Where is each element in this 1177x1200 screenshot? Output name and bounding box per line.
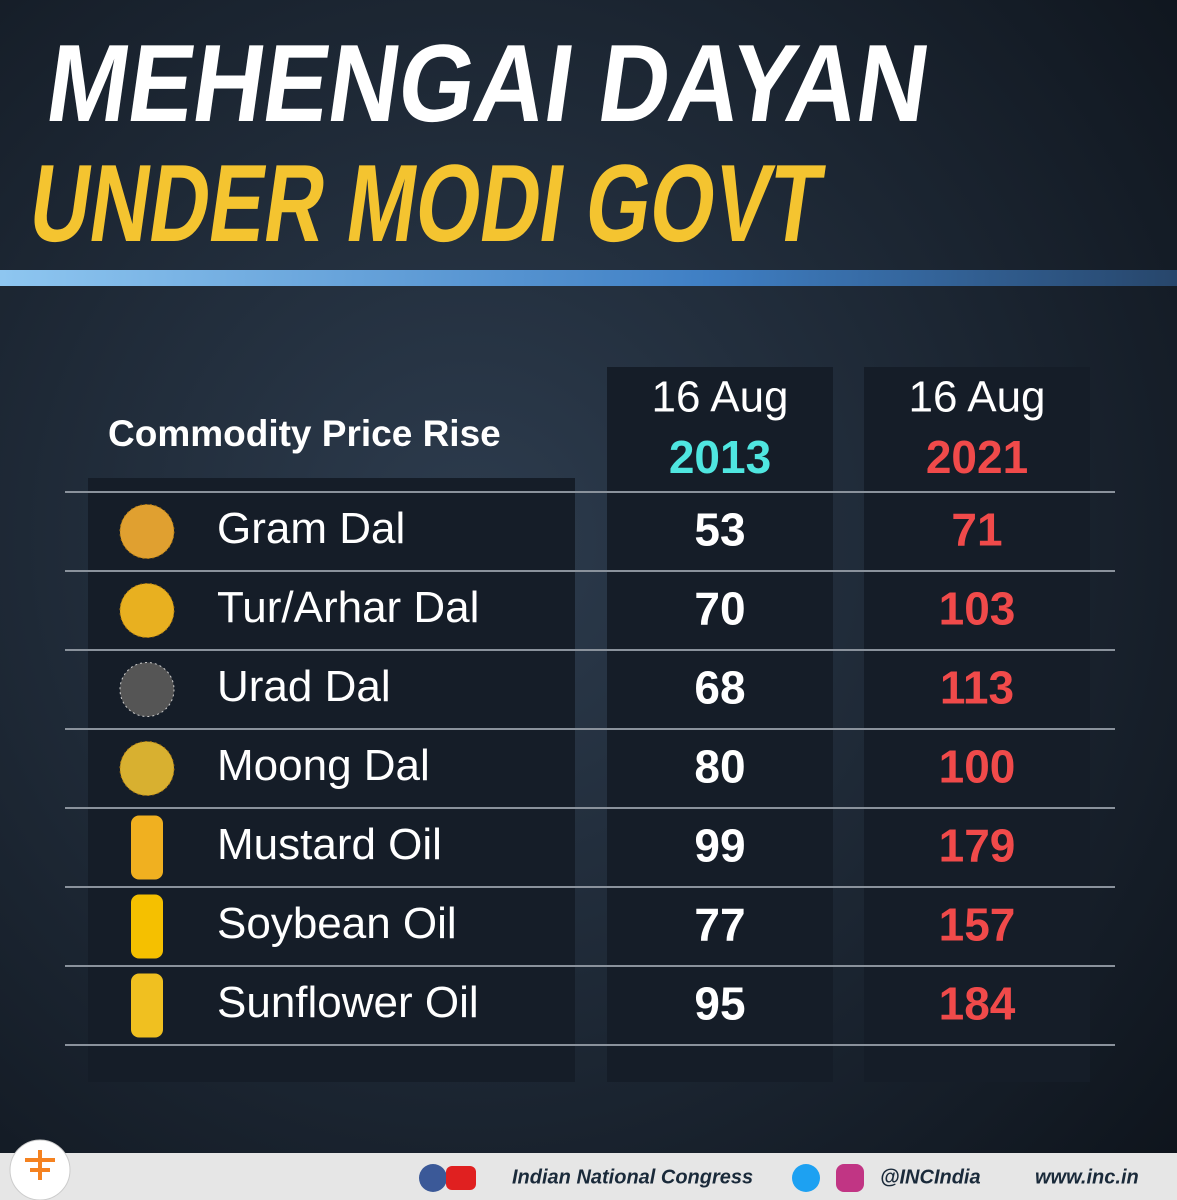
row-icon	[119, 662, 175, 717]
youtube-icon	[446, 1166, 476, 1190]
row-name: Gram Dal	[217, 504, 405, 553]
row-icon	[119, 504, 175, 559]
divider	[0, 270, 1177, 286]
row-value: 184	[939, 978, 1016, 1030]
row-icon	[131, 973, 163, 1038]
column-year: 2013	[669, 431, 771, 483]
row-name: Soybean Oil	[217, 899, 457, 948]
row-value: 71	[951, 504, 1002, 556]
row-value: 70	[694, 583, 745, 635]
row-value: 103	[939, 583, 1016, 635]
column-date: 16 Aug	[651, 373, 788, 422]
organization: Indian National Congress	[512, 1166, 753, 1188]
row-icon	[119, 583, 175, 638]
row-icon	[119, 741, 175, 796]
row-value: 80	[694, 741, 745, 793]
title-line2: UNDER MODI GOVT	[23, 143, 830, 265]
column-year: 2021	[926, 431, 1028, 483]
row-value: 99	[694, 820, 745, 872]
row-value: 157	[939, 899, 1016, 951]
row-name: Tur/Arhar Dal	[217, 583, 479, 632]
column-panel	[864, 367, 1090, 1082]
row-name: Sunflower Oil	[217, 978, 479, 1027]
row-icon	[131, 894, 163, 959]
row-value: 95	[694, 978, 745, 1030]
instagram-icon	[836, 1164, 864, 1192]
row-value: 53	[694, 504, 745, 556]
footer-bar	[0, 1153, 1177, 1200]
row-name: Moong Dal	[217, 741, 430, 790]
row-name: Mustard Oil	[217, 820, 442, 869]
facebook-icon	[419, 1164, 447, 1192]
website: www.inc.in	[1035, 1166, 1139, 1188]
row-name: Urad Dal	[217, 662, 391, 711]
row-value: 68	[694, 662, 745, 714]
title-line1: MEHENGAI DAYAN	[40, 23, 937, 145]
twitter-icon	[792, 1164, 820, 1192]
row-value: 100	[939, 741, 1016, 793]
row-value: 77	[694, 899, 745, 951]
row-value: 113	[940, 662, 1014, 714]
row-value: 179	[939, 820, 1016, 872]
table-header-label: Commodity Price Rise	[108, 413, 501, 454]
column-date: 16 Aug	[908, 373, 1045, 422]
column-panel	[607, 367, 833, 1082]
handle: @INCIndia	[880, 1166, 981, 1188]
row-icon	[131, 815, 163, 880]
logo-mark	[25, 1150, 55, 1180]
